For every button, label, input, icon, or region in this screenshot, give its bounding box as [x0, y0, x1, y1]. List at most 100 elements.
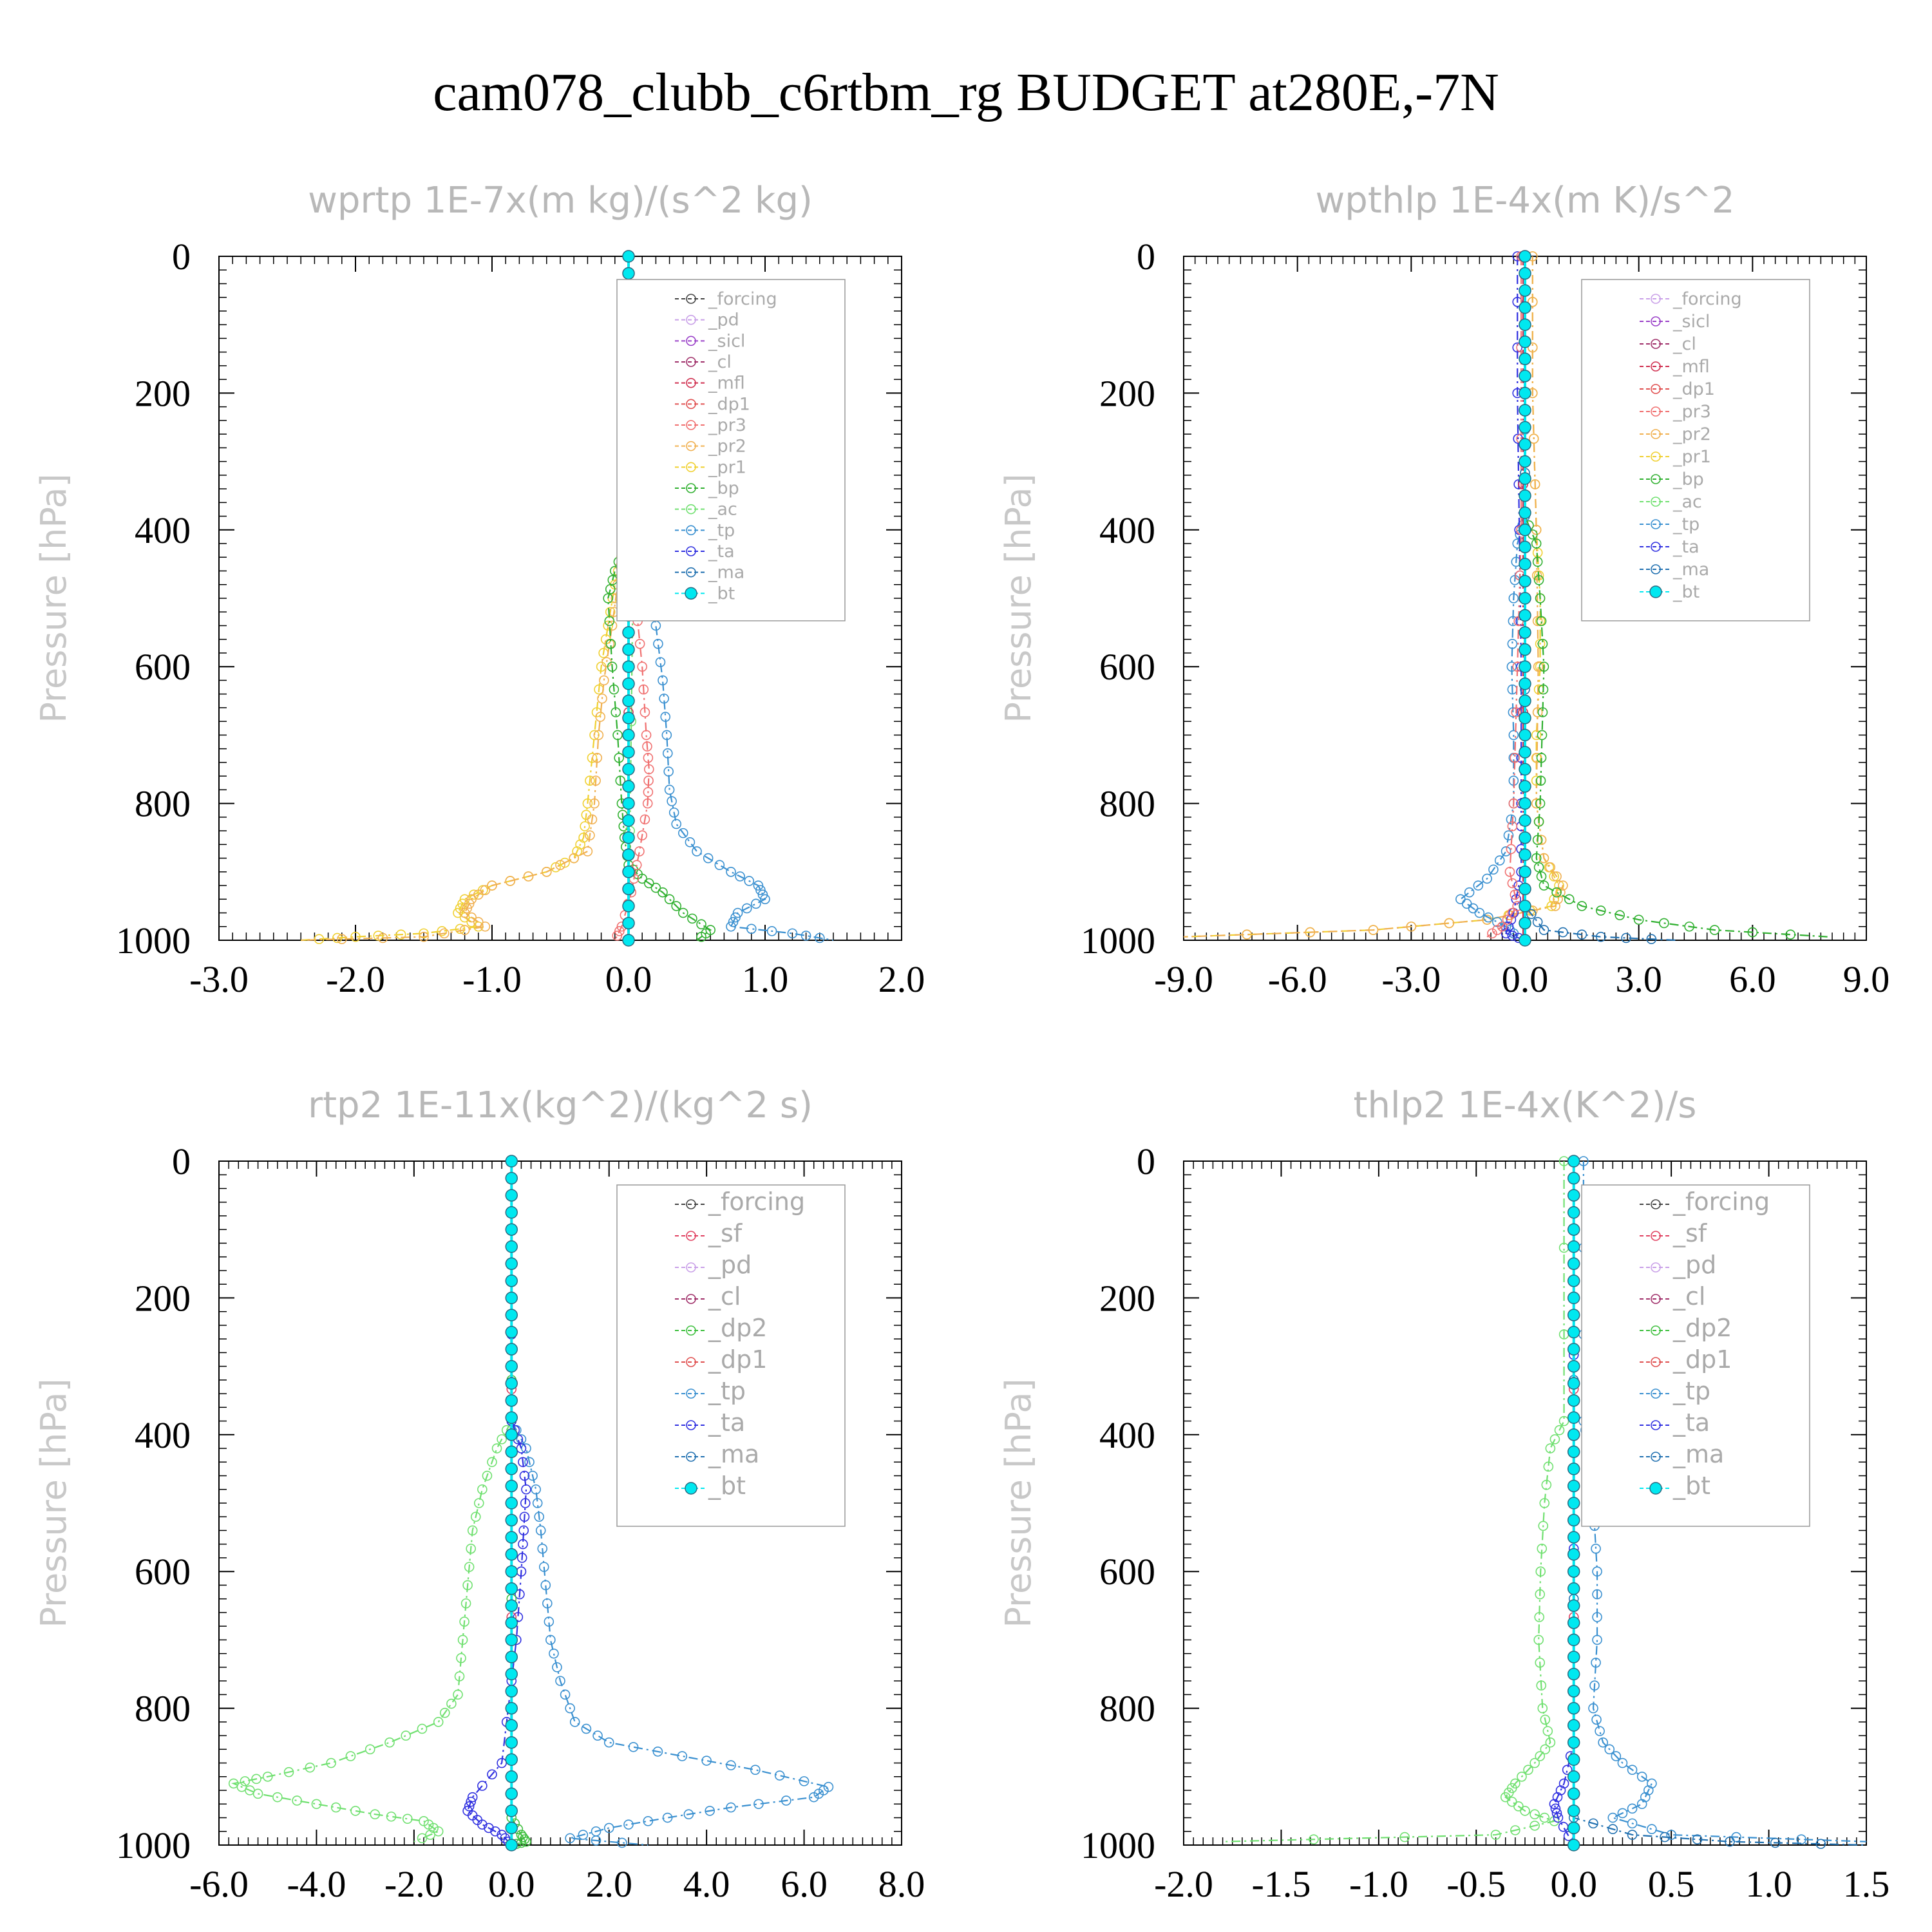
- data-point: [1539, 661, 1549, 672]
- data-point: [753, 1799, 764, 1810]
- data-point: [1555, 887, 1566, 898]
- data-point: [1519, 489, 1531, 502]
- data-point: [497, 1830, 507, 1840]
- data-point: [622, 677, 635, 690]
- data-point: [1488, 864, 1499, 875]
- data-point: [1531, 570, 1542, 581]
- data-point: [1539, 1498, 1550, 1508]
- data-point: [605, 584, 616, 594]
- data-point: [330, 1802, 341, 1813]
- data-point: [523, 871, 534, 882]
- data-point: [1649, 1482, 1662, 1495]
- data-point: [1535, 1589, 1546, 1600]
- data-point: [1511, 894, 1522, 905]
- data-point: [653, 638, 663, 649]
- data-point: [1651, 542, 1661, 552]
- series-bp: [1520, 251, 1829, 940]
- data-point: [1536, 616, 1547, 627]
- data-point: [505, 1548, 518, 1561]
- data-point: [760, 894, 770, 905]
- data-point: [686, 399, 696, 410]
- data-point: [535, 1525, 546, 1536]
- data-point: [314, 934, 325, 945]
- data-point: [1519, 558, 1531, 571]
- data-point: [1508, 730, 1519, 741]
- data-point: [439, 928, 450, 939]
- data-point: [1542, 1726, 1553, 1736]
- data-point: [686, 462, 696, 473]
- data-point: [637, 873, 648, 884]
- data-point: [642, 741, 652, 752]
- data-point: [515, 1589, 525, 1600]
- data-point: [686, 483, 696, 493]
- data-point: [643, 775, 654, 786]
- data-point: [505, 1821, 518, 1835]
- data-point: [1519, 814, 1531, 827]
- y-tick-label: 400: [135, 1414, 191, 1456]
- legend-label: _cl: [1672, 1282, 1705, 1311]
- legend-label: _pr2: [708, 437, 746, 457]
- data-point: [1549, 1799, 1560, 1810]
- data-point: [1617, 1808, 1628, 1819]
- y-tick-label: 600: [135, 646, 191, 688]
- data-point: [578, 1830, 589, 1840]
- data-point: [1519, 728, 1531, 742]
- data-point: [1406, 921, 1417, 932]
- data-point: [686, 1420, 696, 1430]
- data-point: [612, 931, 623, 941]
- data-point: [1538, 684, 1549, 695]
- x-tick-label: 0.0: [1502, 958, 1549, 1000]
- data-point: [541, 867, 552, 877]
- data-point: [240, 1776, 251, 1786]
- series-pr2: [1183, 251, 1568, 940]
- data-point: [1567, 1770, 1580, 1783]
- data-point: [642, 798, 653, 809]
- x-tick-label: 2.0: [585, 1863, 632, 1905]
- x-tick-label: 1.0: [742, 958, 789, 1000]
- data-point: [1512, 296, 1523, 307]
- data-point: [1651, 1262, 1661, 1273]
- data-point: [283, 1766, 294, 1777]
- data-point: [1567, 1685, 1580, 1698]
- x-tick-label: 1.0: [1745, 1863, 1792, 1905]
- data-point: [755, 885, 766, 895]
- data-point: [622, 250, 635, 263]
- data-point: [505, 1428, 518, 1441]
- data-point: [552, 1662, 562, 1672]
- data-point: [686, 294, 696, 304]
- data-point: [591, 1835, 601, 1846]
- data-point: [505, 1240, 518, 1253]
- legend-label: _cl: [1672, 334, 1696, 354]
- data-point: [1536, 753, 1547, 763]
- series-line: [1524, 256, 1829, 938]
- data-point: [386, 1811, 397, 1822]
- data-point: [1510, 753, 1520, 763]
- data-point: [1646, 934, 1657, 945]
- data-point: [505, 1291, 518, 1305]
- data-point: [1615, 910, 1625, 920]
- series-pr2: [301, 251, 634, 945]
- data-point: [603, 1737, 614, 1748]
- data-point: [1770, 1837, 1781, 1848]
- data-point: [251, 1774, 261, 1785]
- legend-label: _cl: [708, 1282, 741, 1311]
- data-point: [1660, 1832, 1670, 1842]
- data-point: [808, 1792, 819, 1803]
- data-point: [1567, 1394, 1580, 1407]
- data-point: [572, 846, 582, 857]
- x-tick-label: 1.5: [1843, 1863, 1890, 1905]
- data-point: [726, 921, 736, 932]
- data-point: [622, 900, 635, 913]
- data-point: [750, 1765, 761, 1775]
- data-point: [622, 866, 635, 878]
- y-tick-label: 1000: [1081, 1824, 1155, 1866]
- data-point: [1651, 1452, 1661, 1462]
- data-point: [622, 780, 635, 793]
- panel-title: rtp2 1E-11x(kg^2)/(kg^2 s): [308, 1084, 813, 1126]
- data-point: [505, 1633, 518, 1647]
- data-point: [505, 1719, 518, 1732]
- data-point: [643, 787, 654, 797]
- legend-box: [1581, 1184, 1810, 1527]
- data-point: [1535, 798, 1546, 809]
- data-point: [652, 1747, 663, 1757]
